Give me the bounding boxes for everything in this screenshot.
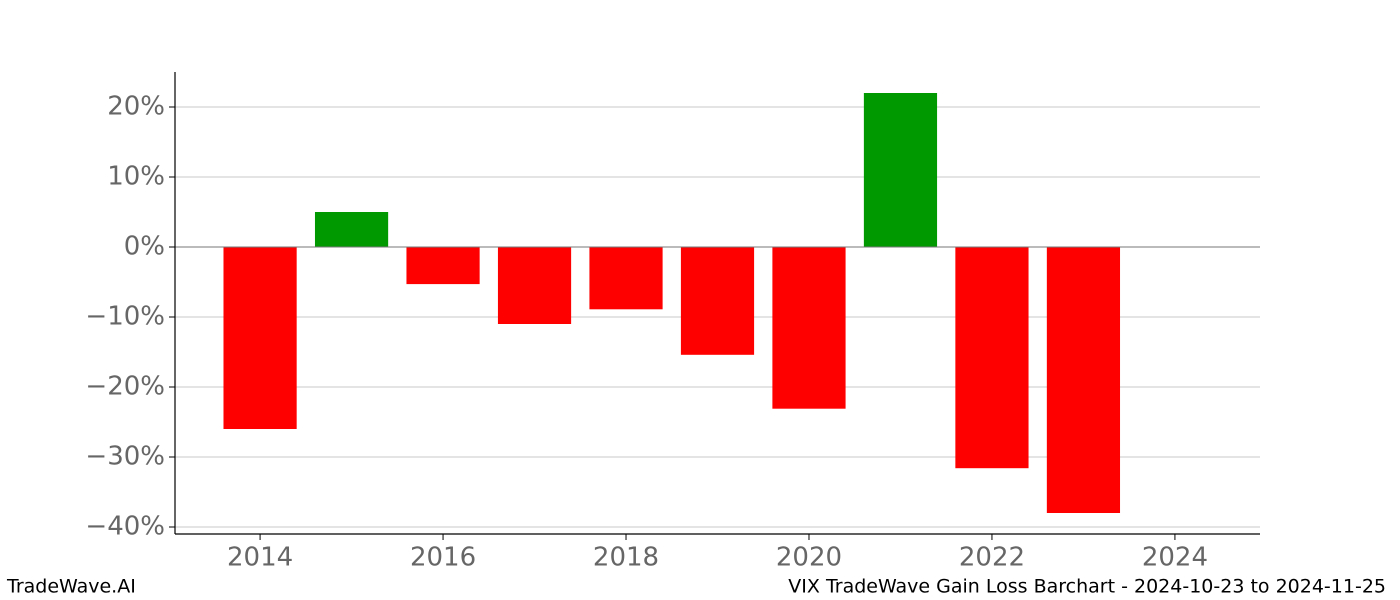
y-tick-label: −30% xyxy=(85,442,165,472)
y-tick-label: −20% xyxy=(85,372,165,402)
bar xyxy=(406,247,480,285)
x-tick-label: 2022 xyxy=(959,543,1025,573)
y-tick-label: 0% xyxy=(124,232,165,262)
y-tick-label: 20% xyxy=(107,92,165,122)
x-tick-label: 2016 xyxy=(410,543,476,573)
x-tick-label: 2018 xyxy=(593,543,659,573)
bar xyxy=(680,247,755,355)
bar xyxy=(863,93,938,247)
bar xyxy=(589,247,663,310)
chart-caption: VIX TradeWave Gain Loss Barchart - 2024-… xyxy=(788,576,1386,598)
y-tick-label: −10% xyxy=(85,302,165,332)
x-tick-label: 2014 xyxy=(227,543,293,573)
bar xyxy=(955,247,1029,469)
bar xyxy=(314,212,389,247)
x-tick-label: 2020 xyxy=(776,543,842,573)
bar xyxy=(772,247,846,409)
bar xyxy=(1046,247,1121,513)
y-tick-label: 10% xyxy=(107,162,165,192)
brand: TradeWave.AI xyxy=(6,576,136,598)
y-tick-label: −40% xyxy=(85,512,165,542)
bar xyxy=(223,247,297,429)
x-tick-label: 2024 xyxy=(1142,543,1208,573)
bar xyxy=(497,247,572,324)
